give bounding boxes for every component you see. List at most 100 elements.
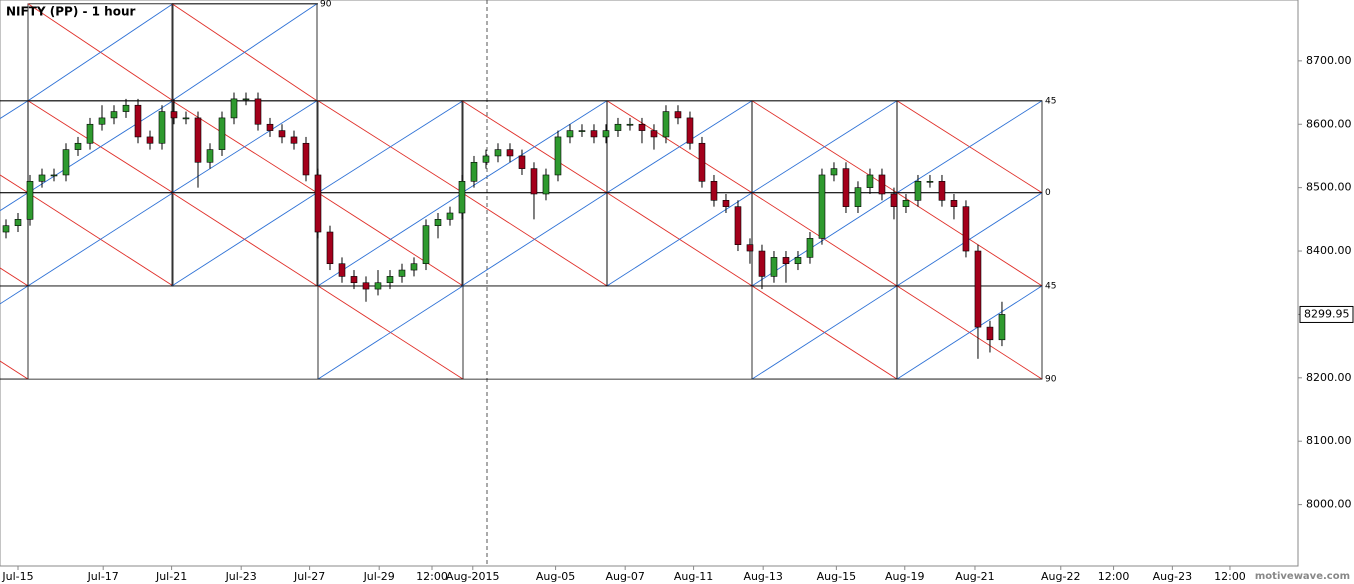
y-tick-label: 8100.00 (1306, 434, 1352, 447)
candle-body (698, 142, 706, 182)
x-tick-label: Aug-13 (743, 570, 782, 583)
candle-body (458, 181, 466, 214)
gann-fan-up (461, 192, 608, 287)
gann-fan-up (896, 192, 1043, 287)
gann-level-label: 0 (1045, 188, 1051, 198)
candle-body (482, 155, 490, 163)
gann-fan-up (27, 100, 174, 194)
candles (2, 92, 1006, 359)
candle-body (554, 136, 562, 176)
candle-body (194, 117, 202, 163)
candle-body (734, 206, 742, 245)
x-tick-label: Aug-21 (955, 570, 994, 583)
candle-body (566, 130, 574, 138)
x-tick-label: Jul-23 (225, 570, 257, 583)
gann-fan-up (317, 100, 464, 194)
candle-body (206, 149, 214, 163)
candle-body (470, 161, 478, 182)
gann-fan-up (461, 100, 608, 194)
candle-body (746, 244, 754, 252)
candle-body (398, 269, 406, 277)
x-tick-label: Aug-05 (536, 570, 575, 583)
candle-body (38, 174, 46, 182)
y-tick-label: 8700.00 (1306, 54, 1352, 67)
plot-area (0, 0, 1299, 567)
gann-level-label: 45 (1045, 281, 1056, 291)
gann-fan-up (27, 192, 174, 287)
x-tick-label: Aug-23 (1153, 570, 1192, 583)
x-tick-label: 12:00 (1098, 570, 1130, 583)
candle-body (386, 276, 394, 284)
candle-body (674, 111, 682, 119)
candle-body (326, 231, 334, 265)
gann-level-label: 45 (1045, 96, 1056, 106)
candle-body (218, 117, 226, 150)
candle-body (122, 104, 130, 112)
y-tick-label: 8200.00 (1306, 371, 1352, 384)
gann-fan-up (751, 285, 898, 380)
gann-fan-up (0, 192, 29, 212)
y-tick-label: 8000.00 (1306, 498, 1352, 511)
candle-body (626, 123, 634, 126)
candle-body (974, 250, 982, 328)
x-tick-label: Aug-22 (1041, 570, 1080, 583)
x-tick-label: Jul-27 (293, 570, 325, 583)
candle-body (758, 250, 766, 277)
candle-body (518, 155, 526, 169)
gann-level-label: 90 (320, 0, 332, 9)
candle-body (230, 98, 238, 119)
gann-fan-down (0, 360, 29, 380)
watermark: motivewave.com (1255, 571, 1350, 582)
x-tick-label: Jul-15 (1, 570, 33, 583)
candle-body (914, 181, 922, 201)
candle-body (770, 257, 778, 277)
candle-body (254, 98, 262, 125)
candle-body (590, 130, 598, 138)
gann-cell (0, 285, 29, 380)
candle-body (854, 187, 862, 207)
candle-body (290, 136, 298, 144)
gann-fan-up (171, 100, 318, 194)
candle-body (314, 174, 322, 233)
gann-boxes: 90 45 0 45 90 (0, 0, 1057, 385)
y-tick-label: 8600.00 (1306, 117, 1352, 130)
candle-body (710, 181, 718, 201)
candle-body (410, 263, 418, 271)
candle-body (98, 117, 106, 125)
candle-body (14, 219, 22, 226)
gann-fan-up (751, 100, 898, 194)
candle-body (134, 104, 142, 138)
candle-body (806, 238, 814, 258)
candle-body (950, 200, 958, 207)
candle-body (86, 123, 94, 144)
gann-fan-up (896, 100, 1043, 194)
candle-body (146, 136, 154, 144)
x-tick-label: Aug-15 (817, 570, 856, 583)
candle-body (26, 181, 34, 220)
candle-body (170, 111, 178, 119)
candle-body (890, 193, 898, 207)
last-price-box (1299, 305, 1354, 323)
gann-fan-down (0, 267, 29, 287)
candle-body (530, 168, 538, 195)
candle-body (446, 212, 454, 220)
candle-body (830, 168, 838, 176)
candle-body (362, 282, 370, 290)
x-tick-label: Aug-11 (674, 570, 713, 583)
last-price-label: 8299.95 (1304, 307, 1350, 320)
candle-body (902, 200, 910, 207)
candle-body (866, 174, 874, 188)
candle-body (842, 168, 850, 207)
candle-body (350, 276, 358, 284)
gann-fan-up (171, 3, 318, 102)
candle-body (998, 314, 1006, 341)
x-tick-label: 12:00 (416, 570, 448, 583)
x-tick-label: 12:00 (1214, 570, 1246, 583)
candle-body (542, 174, 550, 195)
candle-body (662, 111, 670, 138)
y-tick-label: 8500.00 (1306, 181, 1352, 194)
candle-body (578, 130, 586, 132)
gann-fan-up (0, 100, 29, 120)
candle-body (506, 149, 514, 157)
